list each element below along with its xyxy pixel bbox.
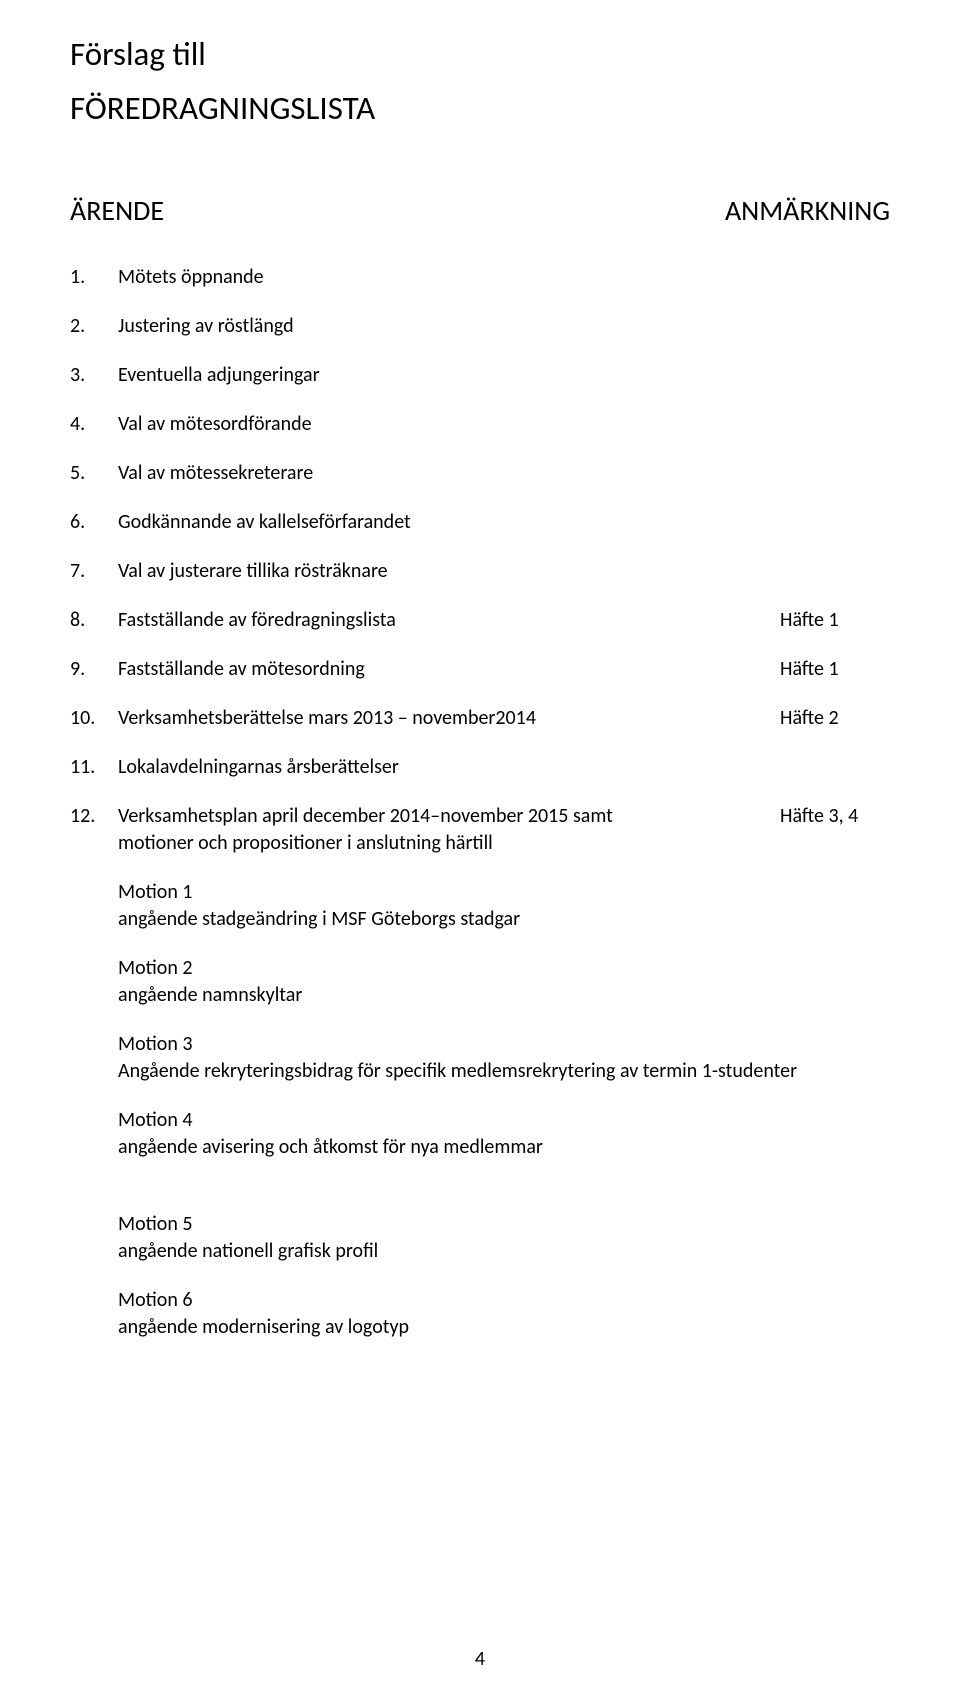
motion-title: Motion 3: [118, 1031, 890, 1058]
agenda-item: 10.Verksamhetsberättelse mars 2013 – nov…: [70, 705, 890, 732]
item-note: [780, 411, 890, 438]
item-number: 10.: [70, 705, 118, 732]
item-text: Val av mötesordförande: [118, 411, 780, 438]
motion: Motion 3Angående rekryteringsbidrag för …: [118, 1031, 890, 1085]
header-right: ANMÄRKNING: [725, 193, 890, 228]
item-number: 11.: [70, 754, 118, 781]
agenda-item: 7.Val av justerare tillika rösträknare: [70, 558, 890, 585]
item-note: Häfte 3, 4: [780, 803, 890, 857]
item-number: 7.: [70, 558, 118, 585]
item-text: Fastställande av föredragningslista: [118, 607, 780, 634]
item-note: [780, 362, 890, 389]
agenda-item: 5.Val av mötessekreterare: [70, 460, 890, 487]
motion-title: Motion 5: [118, 1211, 890, 1238]
item-text: Verksamhetsberättelse mars 2013 – novemb…: [118, 705, 780, 732]
item-note: [780, 313, 890, 340]
motion-title: Motion 1: [118, 879, 890, 906]
item-text: Fastställande av mötesordning: [118, 656, 780, 683]
agenda-item-12: 12. Verksamhetsplan april december 2014–…: [70, 803, 890, 857]
item-number: 6.: [70, 509, 118, 536]
motion-desc: angående stadgeändring i MSF Göteborgs s…: [118, 906, 890, 933]
motion-desc: Angående rekryteringsbidrag för specifik…: [118, 1058, 890, 1085]
item-number: 2.: [70, 313, 118, 340]
item-note: Häfte 1: [780, 656, 890, 683]
item-number: 5.: [70, 460, 118, 487]
item-text: Eventuella adjungeringar: [118, 362, 780, 389]
item-note: [780, 754, 890, 781]
motion-title: Motion 2: [118, 955, 890, 982]
item-number: 3.: [70, 362, 118, 389]
page-number: 4: [0, 1647, 960, 1671]
agenda-item: 3.Eventuella adjungeringar: [70, 362, 890, 389]
item-12-line2: motioner och propositioner i anslutning …: [118, 830, 760, 857]
motion-desc: angående avisering och åtkomst för nya m…: [118, 1134, 890, 1161]
agenda-item: 1.Mötets öppnande: [70, 264, 890, 291]
motions-list-2: Motion 5angående nationell grafisk profi…: [70, 1211, 890, 1341]
agenda-item: 8.Fastställande av föredragningslistaHäf…: [70, 607, 890, 634]
item-number: 1.: [70, 264, 118, 291]
motion-desc: angående namnskyltar: [118, 982, 890, 1009]
motion-title: Motion 6: [118, 1287, 890, 1314]
motion: Motion 2angående namnskyltar: [118, 955, 890, 1009]
item-note: Häfte 2: [780, 705, 890, 732]
item-text: Justering av röstlängd: [118, 313, 780, 340]
header-left: ÄRENDE: [70, 193, 164, 228]
item-note: [780, 509, 890, 536]
motion-desc: angående modernisering av logotyp: [118, 1314, 890, 1341]
item-text: Godkännande av kallelseförfarandet: [118, 509, 780, 536]
item-text: Verksamhetsplan april december 2014–nove…: [118, 803, 780, 857]
item-note: [780, 264, 890, 291]
motion: Motion 1angående stadgeändring i MSF Göt…: [118, 879, 890, 933]
item-number: 8.: [70, 607, 118, 634]
item-text: Mötets öppnande: [118, 264, 780, 291]
agenda-item: 6.Godkännande av kallelseförfarandet: [70, 509, 890, 536]
column-headers: ÄRENDE ANMÄRKNING: [70, 193, 890, 228]
agenda-item: 4.Val av mötesordförande: [70, 411, 890, 438]
motion: Motion 6angående modernisering av logoty…: [118, 1287, 890, 1341]
item-text: Val av justerare tillika rösträknare: [118, 558, 780, 585]
item-note: [780, 558, 890, 585]
item-number: 4.: [70, 411, 118, 438]
agenda-item: 9.Fastställande av mötesordningHäfte 1: [70, 656, 890, 683]
motion-title: Motion 4: [118, 1107, 890, 1134]
motion: Motion 5angående nationell grafisk profi…: [118, 1211, 890, 1265]
item-text: Val av mötessekreterare: [118, 460, 780, 487]
agenda-item: 2.Justering av röstlängd: [70, 313, 890, 340]
motion: Motion 4angående avisering och åtkomst f…: [118, 1107, 890, 1161]
item-note: Häfte 1: [780, 607, 890, 634]
item-text: Lokalavdelningarnas årsberättelser: [118, 754, 780, 781]
title-line-1: Förslag till: [70, 30, 890, 80]
agenda-items: 1.Mötets öppnande2.Justering av röstläng…: [70, 264, 890, 781]
item-number: 9.: [70, 656, 118, 683]
motions-list: Motion 1angående stadgeändring i MSF Göt…: [70, 879, 890, 1161]
motion-desc: angående nationell grafisk profil: [118, 1238, 890, 1265]
item-note: [780, 460, 890, 487]
agenda-item: 11.Lokalavdelningarnas årsberättelser: [70, 754, 890, 781]
title-line-2: FÖREDRAGNINGSLISTA: [70, 84, 890, 134]
item-number: 12.: [70, 803, 118, 857]
item-12-line1: Verksamhetsplan april december 2014–nove…: [118, 803, 760, 830]
